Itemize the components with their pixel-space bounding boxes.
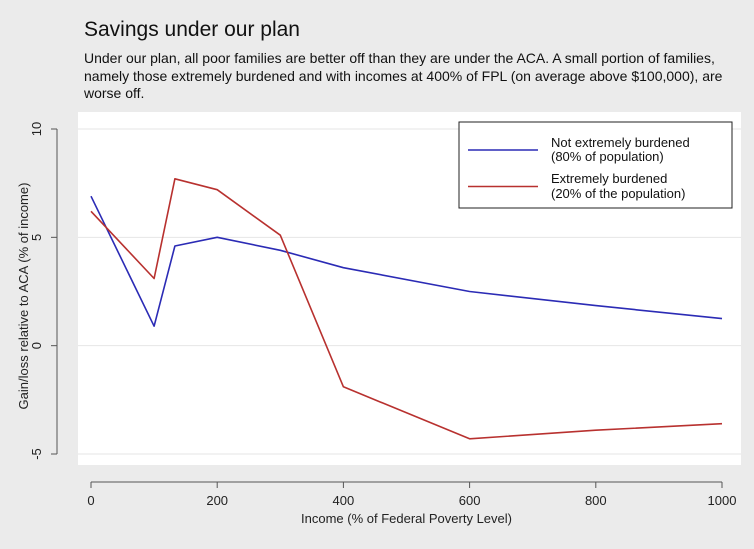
legend: Not extremely burdened (80% of populatio… bbox=[458, 121, 733, 209]
y-axis-title: Gain/loss relative to ACA (% of income) bbox=[16, 183, 31, 410]
y-tick-label: 10 bbox=[29, 122, 44, 136]
chart-title: Savings under our plan bbox=[84, 18, 300, 41]
legend-label-not-extremely-burdened: Not extremely burdened bbox=[551, 135, 690, 150]
chart-subtitle: Under our plan, all poor families are be… bbox=[84, 50, 723, 101]
x-tick-label: 600 bbox=[459, 493, 481, 508]
legend-label-extremely-burdened: Extremely burdened bbox=[551, 171, 667, 186]
legend-sublabel-not-extremely-burdened: (80% of population) bbox=[551, 149, 664, 164]
y-tick-label: -5 bbox=[29, 448, 44, 460]
axes: -5 0 5 10 0 200 400 600 800 1000 bbox=[29, 122, 736, 508]
x-tick-label: 0 bbox=[87, 493, 94, 508]
series-line-0 bbox=[90, 195, 723, 328]
x-tick-label: 200 bbox=[206, 493, 228, 508]
legend-sublabel-extremely-burdened: (20% of the population) bbox=[551, 186, 685, 201]
x-tick-label: 800 bbox=[585, 493, 607, 508]
y-tick-label: 0 bbox=[29, 342, 44, 349]
series-layer bbox=[90, 178, 723, 440]
y-tick-label: 5 bbox=[29, 234, 44, 241]
x-axis-title: Income (% of Federal Poverty Level) bbox=[301, 511, 512, 526]
x-tick-label: 400 bbox=[333, 493, 355, 508]
x-tick-label: 1000 bbox=[708, 493, 737, 508]
series-line-1 bbox=[90, 178, 723, 440]
legend-box bbox=[458, 121, 733, 209]
